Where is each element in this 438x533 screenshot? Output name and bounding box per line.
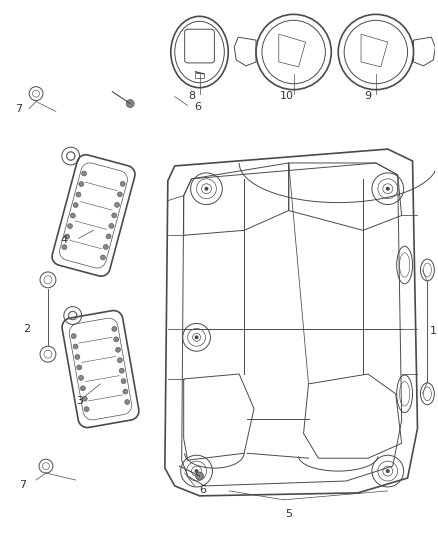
- Circle shape: [386, 187, 390, 191]
- Circle shape: [100, 255, 106, 260]
- Text: 5: 5: [285, 508, 292, 519]
- Circle shape: [116, 348, 120, 352]
- Circle shape: [112, 213, 117, 218]
- Text: 8: 8: [188, 91, 195, 101]
- Text: 7: 7: [19, 480, 26, 490]
- Circle shape: [123, 389, 128, 394]
- Circle shape: [119, 368, 124, 373]
- Circle shape: [84, 407, 89, 411]
- Circle shape: [114, 337, 119, 342]
- Text: 3: 3: [76, 395, 83, 406]
- Circle shape: [67, 224, 72, 229]
- Text: 10: 10: [280, 91, 294, 101]
- Text: 1: 1: [429, 326, 436, 336]
- Text: 2: 2: [23, 325, 30, 334]
- Circle shape: [109, 223, 114, 228]
- Text: 4: 4: [61, 235, 68, 245]
- Circle shape: [194, 335, 198, 340]
- Text: 7: 7: [15, 104, 22, 115]
- Circle shape: [121, 378, 126, 384]
- Circle shape: [82, 396, 87, 401]
- Circle shape: [117, 358, 122, 363]
- Circle shape: [205, 187, 208, 191]
- Circle shape: [115, 203, 120, 207]
- Circle shape: [112, 326, 117, 332]
- Circle shape: [71, 334, 76, 338]
- Circle shape: [73, 344, 78, 349]
- Circle shape: [71, 213, 75, 218]
- Text: 9: 9: [364, 91, 371, 101]
- Circle shape: [81, 171, 87, 176]
- Circle shape: [73, 203, 78, 207]
- Text: 6: 6: [200, 485, 207, 495]
- Text: 6: 6: [194, 102, 201, 112]
- Circle shape: [76, 192, 81, 197]
- Circle shape: [126, 100, 134, 108]
- Circle shape: [78, 375, 84, 381]
- Circle shape: [62, 245, 67, 249]
- Circle shape: [106, 234, 111, 239]
- Circle shape: [117, 192, 122, 197]
- Circle shape: [125, 400, 130, 405]
- Circle shape: [77, 365, 82, 370]
- Circle shape: [194, 469, 198, 473]
- Circle shape: [196, 472, 204, 480]
- Circle shape: [65, 234, 70, 239]
- Circle shape: [81, 386, 85, 391]
- Circle shape: [103, 245, 108, 249]
- Circle shape: [386, 469, 390, 473]
- Circle shape: [120, 181, 125, 187]
- Circle shape: [75, 354, 80, 359]
- Circle shape: [79, 182, 84, 187]
